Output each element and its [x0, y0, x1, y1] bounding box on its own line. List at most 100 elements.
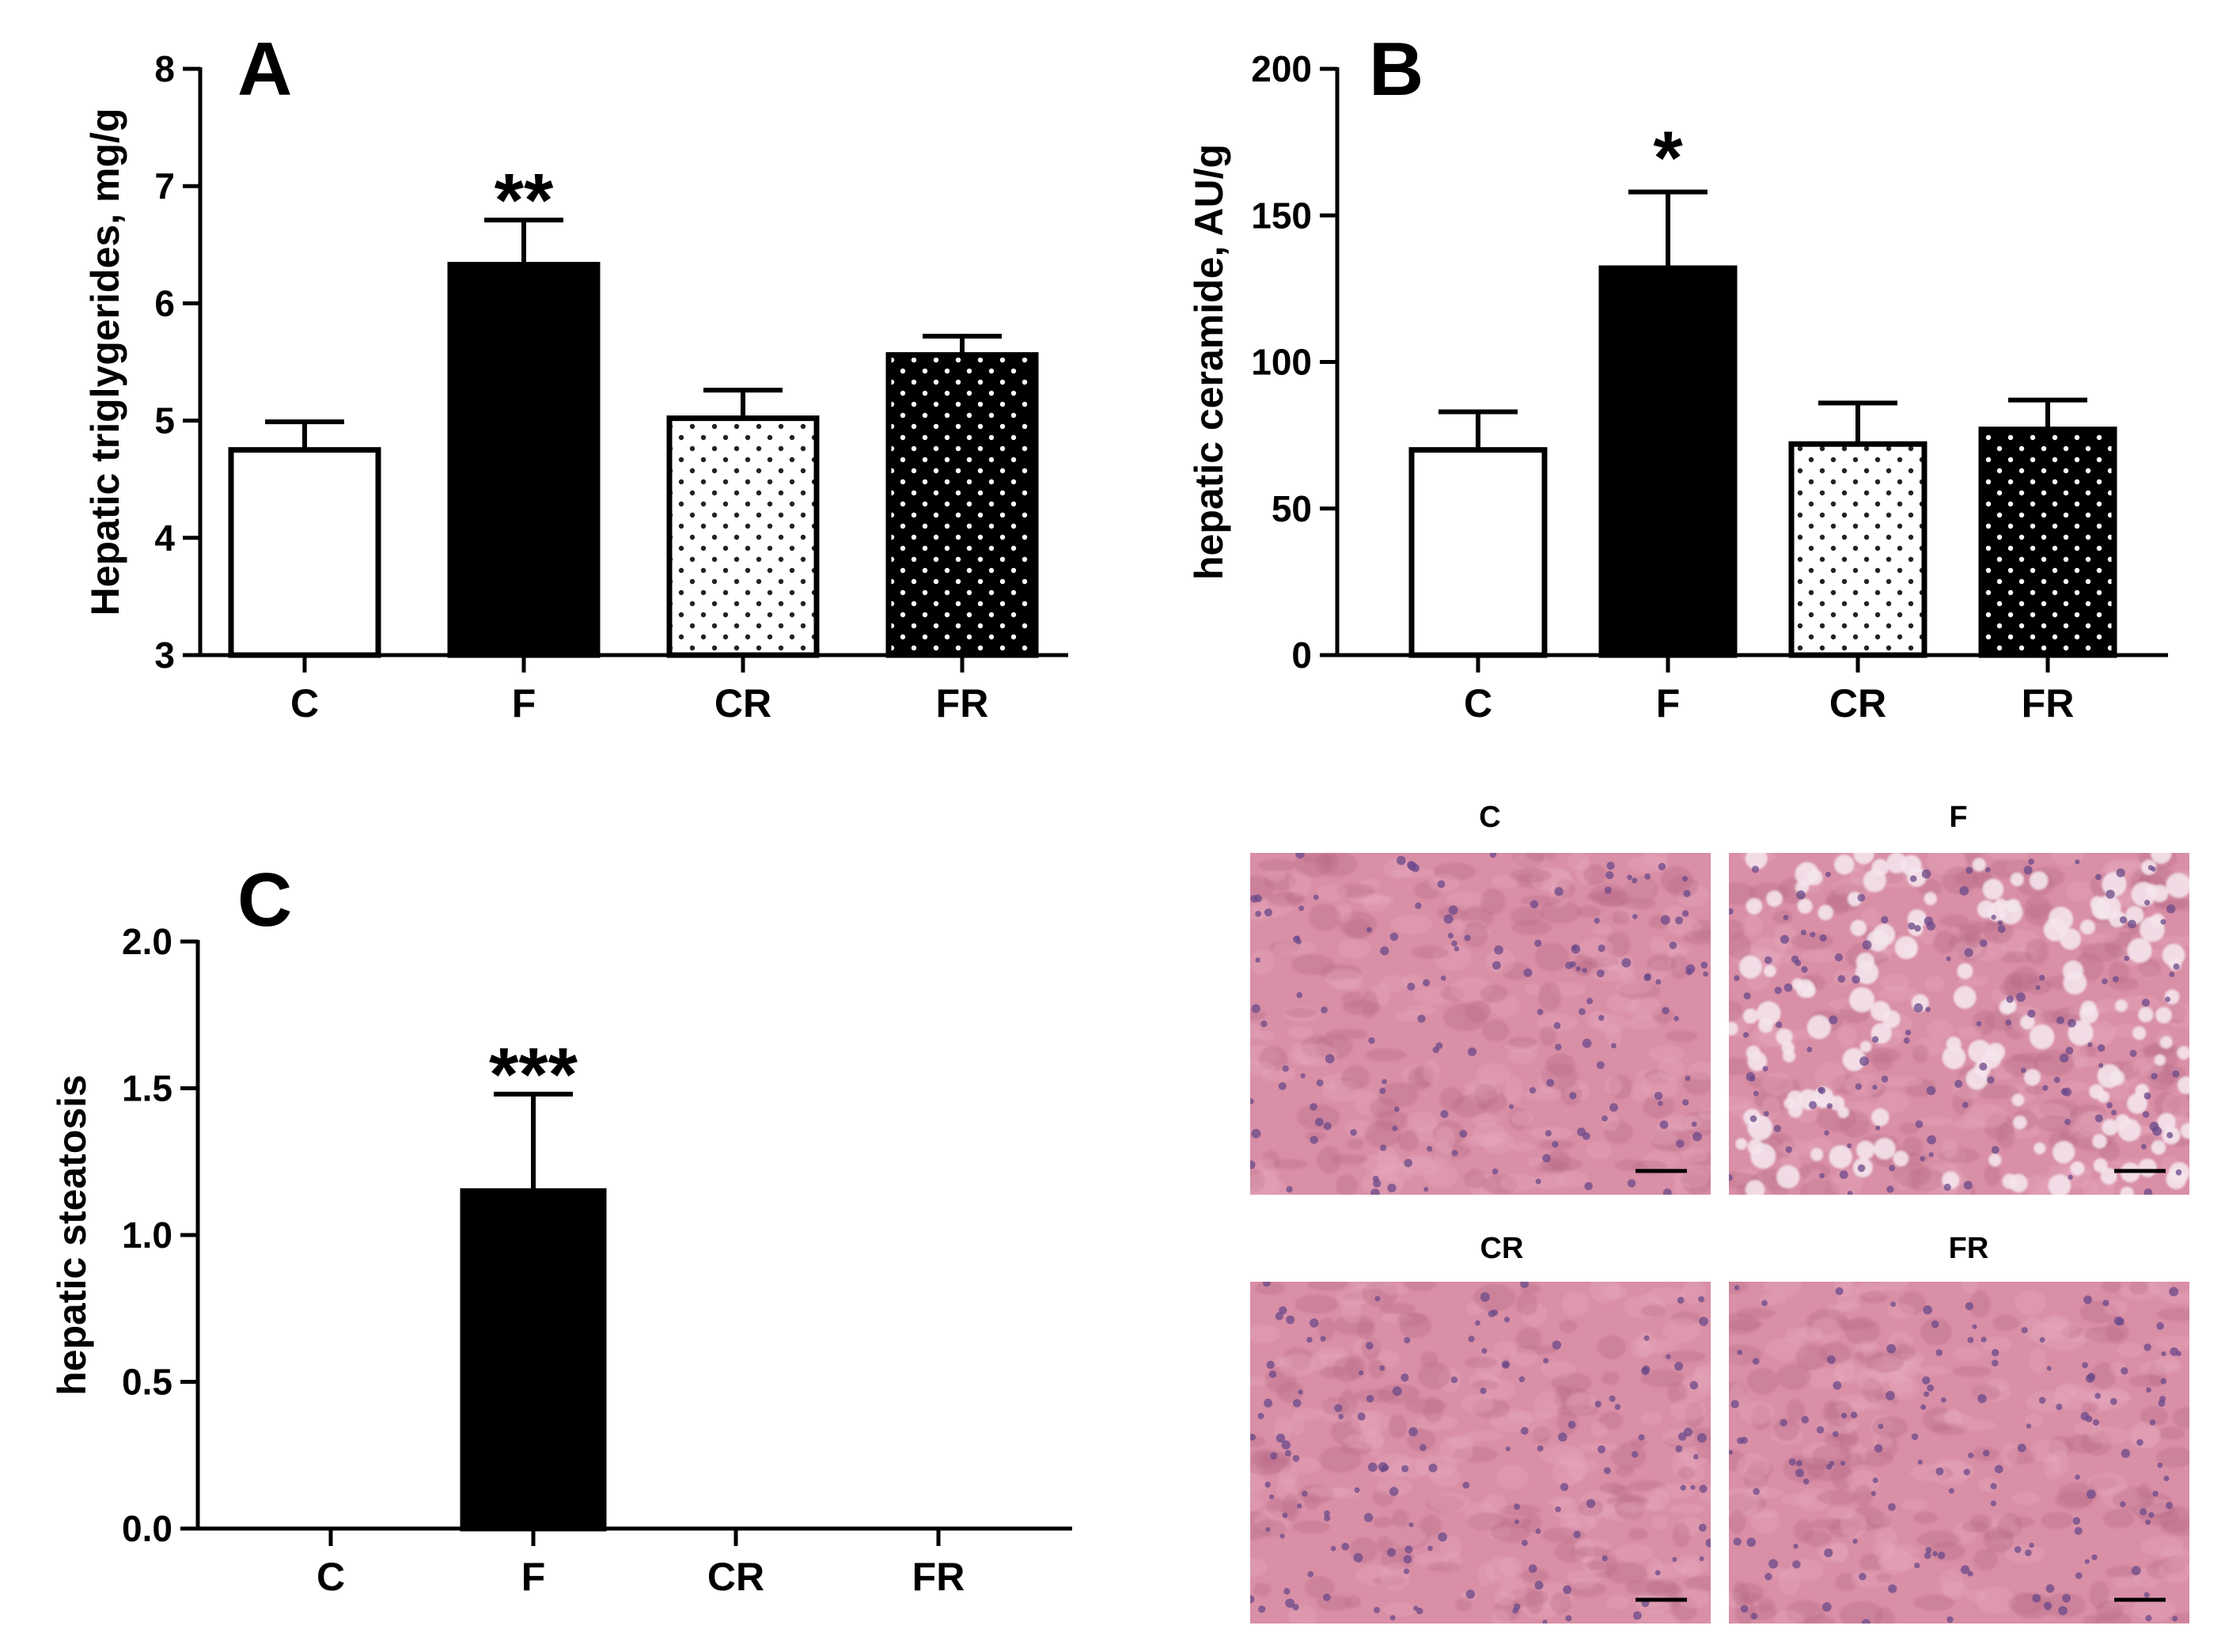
cell-nucleus: [2144, 1188, 2153, 1195]
cell-nucleus: [1567, 1420, 1576, 1429]
cell-nucleus: [1285, 1598, 1295, 1608]
cell-nucleus: [1940, 1396, 1946, 1403]
cell-nucleus: [2144, 1343, 2151, 1351]
cell-nucleus: [2005, 1019, 2012, 1026]
cell-nucleus: [1321, 1006, 1328, 1014]
tissue-cell: [1965, 930, 1981, 949]
fat-vacuole: [1738, 955, 1762, 979]
fat-vacuole: [1972, 858, 1986, 872]
tissue-cell: [1963, 1104, 2007, 1128]
cell-nucleus: [2072, 1517, 2081, 1525]
tissue-cell: [1817, 1490, 1857, 1505]
cell-nucleus: [1780, 934, 1790, 944]
cell-nucleus: [1297, 1503, 1302, 1509]
cell-nucleus: [2064, 1119, 2071, 1125]
tissue-cell: [1471, 1380, 1499, 1390]
tissue-cell: [1545, 1053, 1575, 1077]
cell-nucleus: [1643, 1335, 1650, 1341]
tissue-cell: [1880, 973, 1911, 993]
tissue-cell: [1387, 1524, 1427, 1548]
fat-vacuole: [1818, 904, 1833, 921]
cell-nucleus: [2056, 1016, 2064, 1025]
cell-nucleus: [2106, 889, 2115, 899]
micrograph-c: [1250, 853, 1711, 1195]
tissue-cell: [1585, 1560, 1611, 1571]
cell-nucleus: [1594, 917, 1600, 924]
cell-nucleus: [1801, 1415, 1810, 1424]
cell-nucleus: [1594, 1400, 1601, 1408]
cell-nucleus: [1250, 1434, 1257, 1441]
cell-nucleus: [1928, 1152, 1934, 1158]
tissue-cell: [2066, 881, 2094, 903]
tissue-cell: [1672, 1522, 1690, 1548]
cell-nucleus: [2085, 1374, 2095, 1383]
cell-nucleus: [1597, 1445, 1606, 1453]
cell-nucleus: [1258, 1605, 1266, 1613]
fat-vacuole: [1924, 892, 1937, 906]
cell-nucleus: [1917, 1459, 1923, 1465]
cell-nucleus: [1279, 1306, 1287, 1315]
tissue-cell: [1305, 1487, 1350, 1497]
tissue-cell: [1316, 884, 1348, 902]
cell-nucleus: [1943, 1184, 1951, 1192]
tissue-cell: [1335, 1289, 1366, 1307]
cell-nucleus: [1354, 1487, 1360, 1493]
cell-nucleus: [2084, 1559, 2090, 1564]
tissue-texture: [1250, 853, 1711, 1195]
cell-nucleus: [1976, 1021, 1982, 1027]
fat-vacuole: [1907, 867, 1927, 887]
cell-nucleus: [1489, 853, 1497, 858]
cell-nucleus: [1746, 1537, 1757, 1548]
tissue-cell: [1886, 1302, 1916, 1320]
fat-vacuole: [1806, 1015, 1831, 1040]
fat-vacuole: [2109, 1070, 2125, 1086]
tissue-cell: [1509, 868, 1552, 883]
category-label: C: [290, 681, 319, 726]
cell-nucleus: [1977, 1394, 1987, 1404]
cell-nucleus: [2169, 972, 2175, 977]
tissue-cell: [1515, 1292, 1538, 1316]
cell-nucleus: [2046, 1366, 2052, 1371]
cell-nucleus: [2172, 1616, 2178, 1622]
cell-nucleus: [2166, 1131, 2174, 1139]
fat-vacuole: [2117, 1118, 2141, 1142]
cell-nucleus: [1603, 1467, 1611, 1475]
y-tick-label: 8: [154, 48, 175, 89]
cell-nucleus: [1324, 1510, 1330, 1517]
tissue-cell: [1392, 867, 1435, 878]
cell-nucleus: [1753, 1487, 1760, 1495]
cell-nucleus: [1773, 1124, 1782, 1132]
cell-nucleus: [1692, 1131, 1702, 1142]
cell-nucleus: [1260, 1020, 1268, 1028]
tissue-cell: [1522, 1514, 1542, 1533]
cell-nucleus: [1401, 1374, 1409, 1382]
cell-nucleus: [2056, 1404, 2063, 1411]
tissue-cell: [1464, 1430, 1503, 1442]
cell-nucleus: [1662, 1188, 1672, 1195]
cell-nucleus: [1954, 1079, 1963, 1088]
tissue-cell: [1895, 1343, 1916, 1361]
tissue-cell: [2113, 1575, 2141, 1589]
tissue-cell: [1526, 1590, 1544, 1615]
cell-nucleus: [1313, 894, 1319, 900]
cell-nucleus: [1310, 1318, 1319, 1328]
tissue-cell: [1617, 1502, 1653, 1512]
fat-vacuole: [1982, 878, 2004, 900]
cell-nucleus: [1675, 1445, 1683, 1453]
cell-nucleus: [1605, 871, 1614, 880]
cell-nucleus: [1885, 1391, 1895, 1400]
tissue-cell: [1598, 1335, 1627, 1359]
cell-nucleus: [1518, 1376, 1526, 1383]
cell-nucleus: [1535, 1178, 1541, 1184]
cell-nucleus: [2026, 1423, 2032, 1429]
significance-marker: **: [495, 158, 554, 243]
cell-nucleus: [1563, 1585, 1572, 1594]
cell-nucleus: [1278, 1082, 1287, 1090]
cell-nucleus: [1743, 992, 1751, 1000]
tissue-cell: [1795, 1327, 1823, 1341]
cell-nucleus: [2149, 1121, 2159, 1131]
tissue-cell: [1365, 1048, 1407, 1062]
tissue-cell: [1943, 1408, 1964, 1427]
tissue-cell: [1404, 1398, 1447, 1414]
fat-vacuole: [2048, 907, 2074, 932]
